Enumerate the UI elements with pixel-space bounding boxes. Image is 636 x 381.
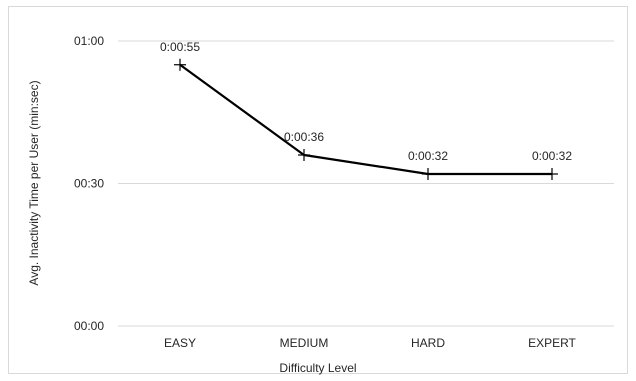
x-tick-label: HARD [411, 336, 445, 350]
x-tick-label: EASY [164, 336, 196, 350]
data-label: 0:00:32 [408, 149, 448, 163]
x-axis-tick-labels: EASY MEDIUM HARD EXPERT [164, 336, 577, 350]
data-point-marker [298, 149, 310, 161]
y-axis-title: Avg. Inactivity Time per User (min:sec) [27, 80, 41, 285]
data-labels: 0:00:55 0:00:36 0:00:32 0:00:32 [160, 40, 572, 163]
data-point-marker [546, 168, 558, 180]
y-tick-label: 00:30 [74, 177, 104, 191]
series-markers [174, 58, 558, 180]
y-tick-label: 01:00 [74, 34, 104, 48]
chart-frame [8, 6, 628, 374]
gridlines [118, 40, 614, 327]
x-tick-label: MEDIUM [280, 336, 329, 350]
data-label: 0:00:32 [532, 149, 572, 163]
x-axis-title: Difficulty Level [279, 361, 356, 375]
series-line-layer [179, 63, 552, 176]
series-line [179, 63, 552, 176]
data-label: 0:00:36 [284, 130, 324, 144]
data-label: 0:00:55 [160, 40, 200, 54]
y-axis-tick-labels: 00:00 00:30 01:00 [74, 34, 104, 333]
data-point-marker [422, 168, 434, 180]
x-tick-label: EXPERT [528, 336, 576, 350]
data-point-marker [174, 58, 186, 71]
y-tick-label: 00:00 [74, 319, 104, 333]
